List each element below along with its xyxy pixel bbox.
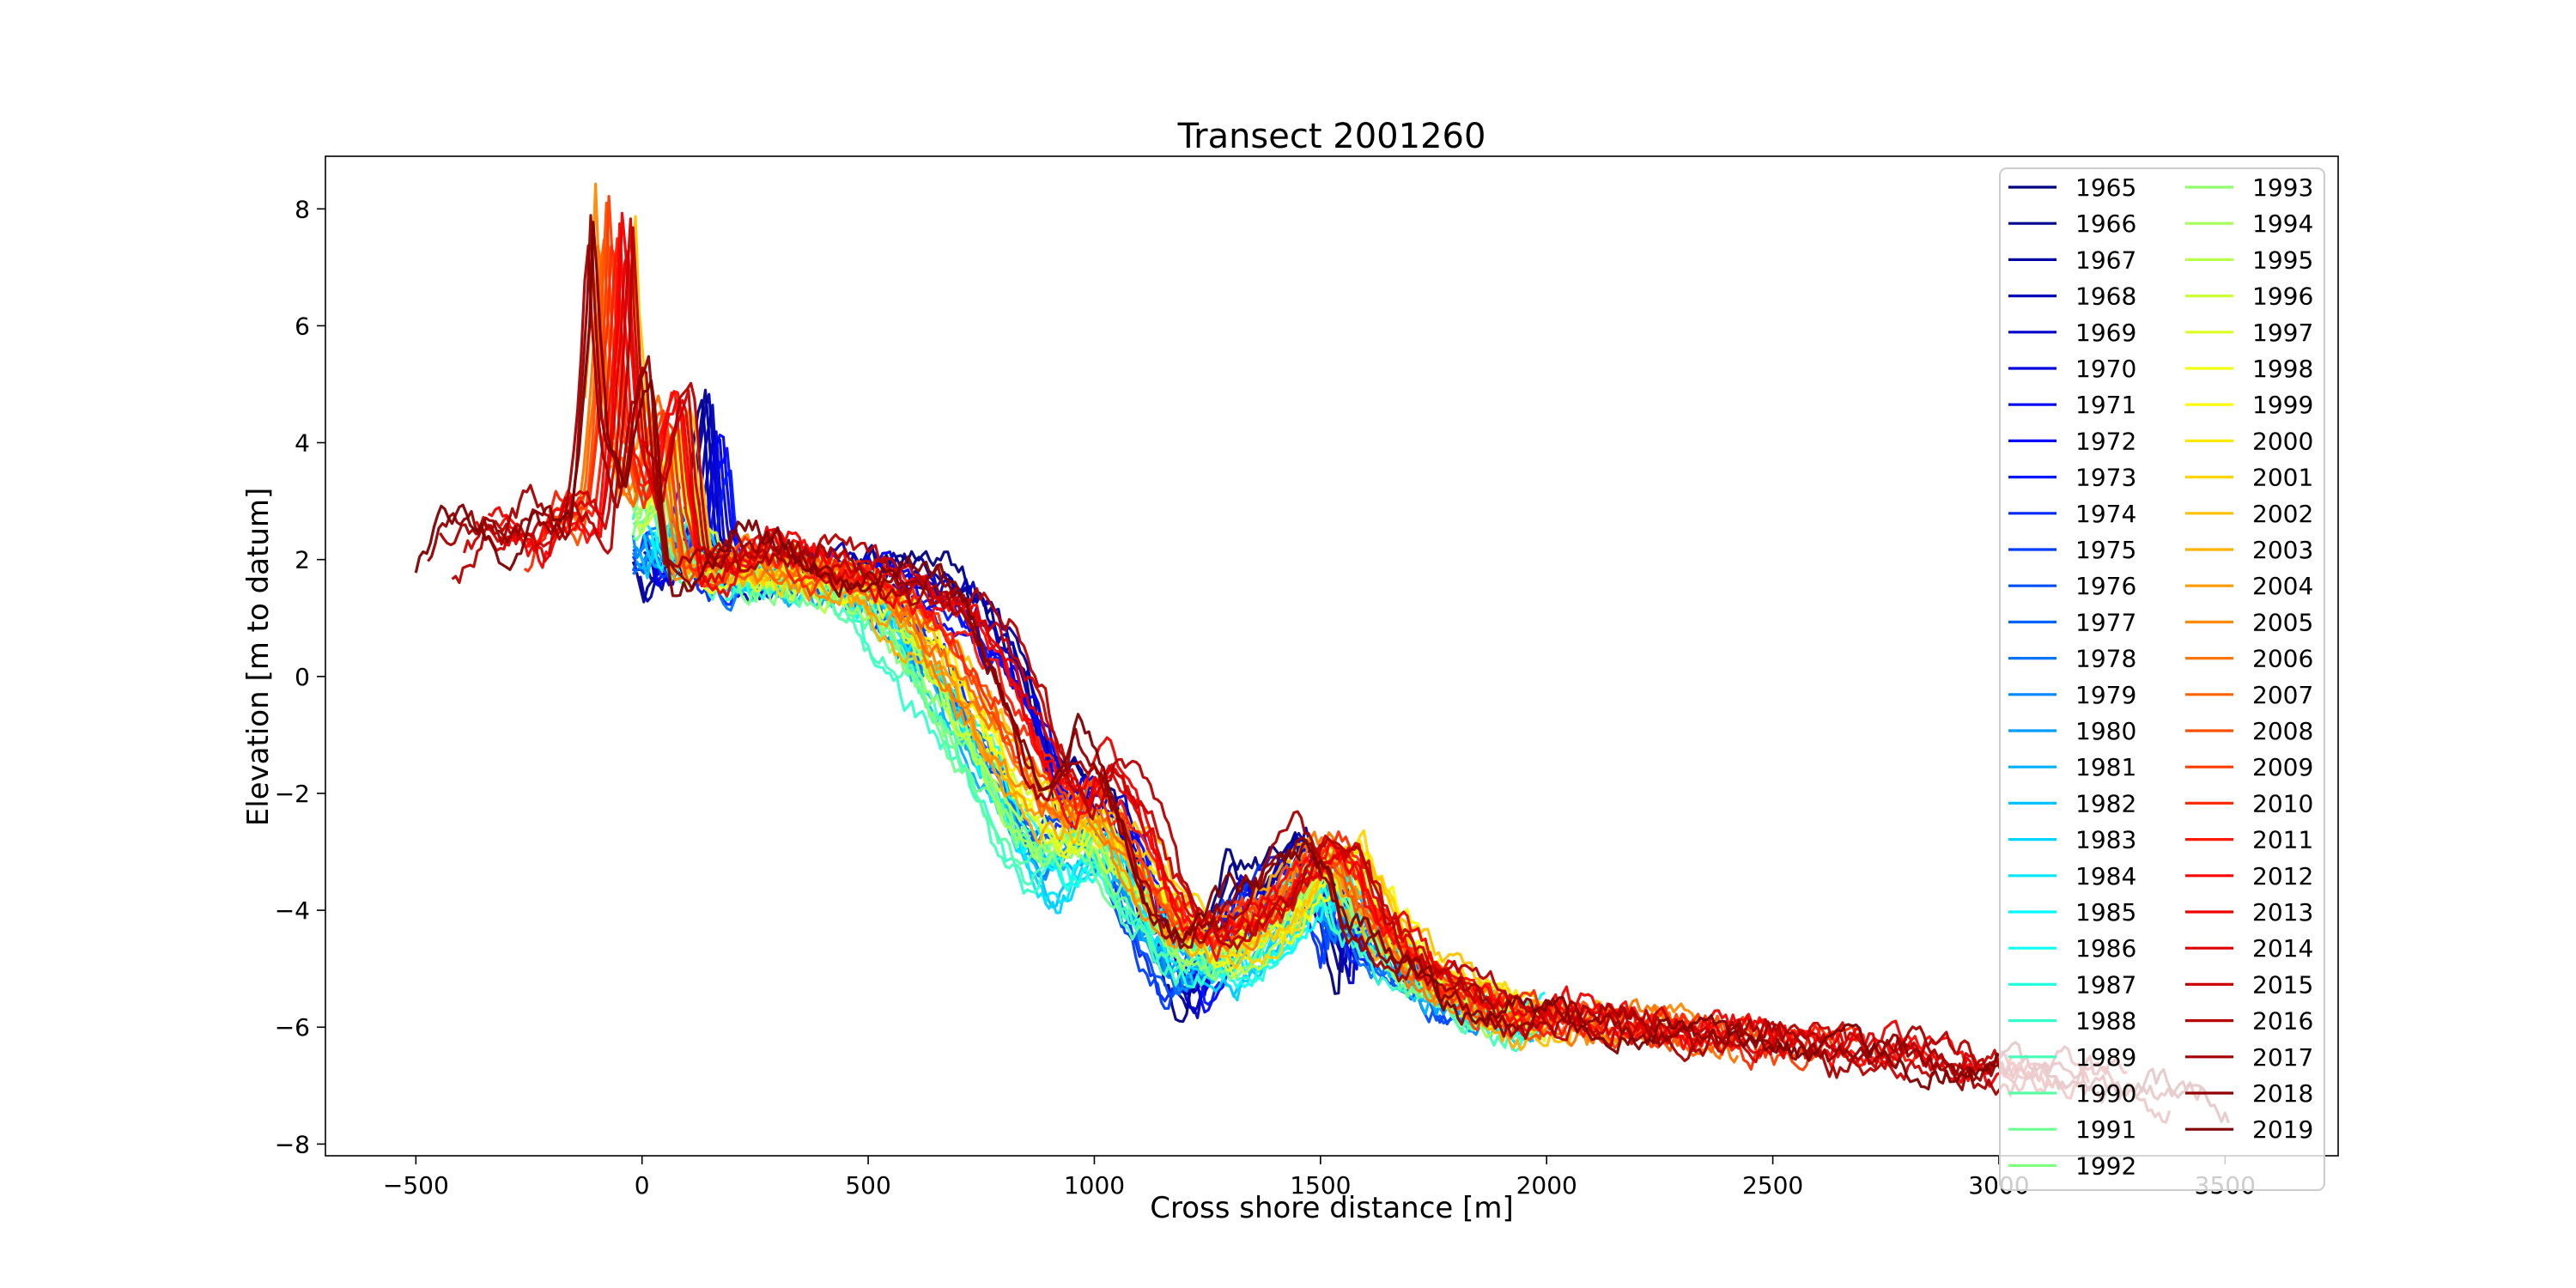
y-tick-label: 0 xyxy=(295,663,310,691)
legend-label-1991: 1991 xyxy=(2075,1115,2136,1144)
x-tick-label: 1500 xyxy=(1290,1171,1351,1200)
legend-label-1986: 1986 xyxy=(2075,934,2136,963)
y-axis: −8 −6 −4 −2 0 2 4 6 8 xyxy=(275,195,325,1158)
plot-frame xyxy=(325,155,2339,1157)
legend-label-2019: 2019 xyxy=(2252,1115,2313,1144)
x-axis-label: Cross shore distance [m] xyxy=(1150,1191,1514,1225)
legend-label-1977: 1977 xyxy=(2075,608,2136,636)
legend-label-1984: 1984 xyxy=(2075,862,2136,890)
legend-label-1993: 1993 xyxy=(2252,173,2313,202)
legend-label-2006: 2006 xyxy=(2252,645,2313,673)
legend-label-1971: 1971 xyxy=(2075,391,2136,419)
legend-label-2008: 2008 xyxy=(2252,717,2313,745)
legend-label-1985: 1985 xyxy=(2075,898,2136,927)
legend-label-1978: 1978 xyxy=(2075,645,2136,673)
legend-label-1998: 1998 xyxy=(2252,355,2313,383)
y-tick-label: −8 xyxy=(275,1130,310,1158)
legend-label-1980: 1980 xyxy=(2075,717,2136,745)
series-line-2019 xyxy=(414,221,2231,1124)
legend-label-1976: 1976 xyxy=(2075,572,2136,600)
legend-label-1996: 1996 xyxy=(2252,283,2313,311)
y-tick-label: 8 xyxy=(295,195,310,223)
legend-label-1972: 1972 xyxy=(2075,427,2136,455)
legend-label-1988: 1988 xyxy=(2075,1007,2136,1036)
legend-label-1997: 1997 xyxy=(2252,319,2313,347)
legend-label-1965: 1965 xyxy=(2075,173,2136,202)
legend-label-2013: 2013 xyxy=(2252,898,2313,927)
x-tick-label: 0 xyxy=(635,1171,650,1200)
y-tick-label: −4 xyxy=(275,896,310,925)
legend-label-1970: 1970 xyxy=(2075,355,2136,383)
legend-label-1973: 1973 xyxy=(2075,464,2136,492)
legend-label-2010: 2010 xyxy=(2252,789,2313,817)
legend-label-2012: 2012 xyxy=(2252,862,2313,890)
legend-label-2017: 2017 xyxy=(2252,1043,2313,1072)
legend-label-1989: 1989 xyxy=(2075,1043,2136,1072)
legend-label-1975: 1975 xyxy=(2075,536,2136,564)
legend-label-1995: 1995 xyxy=(2252,246,2313,274)
legend: 1965 1966 1967 1968 1969 1970 1971 1972 1973 1974… xyxy=(1999,167,2325,1191)
legend-label-2007: 2007 xyxy=(2252,681,2313,709)
legend-label-1987: 1987 xyxy=(2075,970,2136,999)
chart-title: Transect 2001260 xyxy=(1177,117,1486,156)
legend-label-2000: 2000 xyxy=(2252,427,2313,455)
x-tick-label: 500 xyxy=(845,1171,890,1200)
legend-label-1990: 1990 xyxy=(2075,1079,2136,1108)
legend-label-1983: 1983 xyxy=(2075,826,2136,854)
x-tick-label: 1000 xyxy=(1064,1171,1125,1200)
legend-label-2015: 2015 xyxy=(2252,970,2313,999)
y-tick-label: 4 xyxy=(295,429,310,458)
y-tick-label: −2 xyxy=(275,780,310,808)
legend-label-2009: 2009 xyxy=(2252,753,2313,781)
x-tick-label: 2500 xyxy=(1742,1171,1803,1200)
legend-label-2005: 2005 xyxy=(2252,608,2313,636)
legend-label-2002: 2002 xyxy=(2252,500,2313,528)
legend-label-2014: 2014 xyxy=(2252,934,2313,963)
legend-label-1968: 1968 xyxy=(2075,283,2136,311)
legend-label-1974: 1974 xyxy=(2075,500,2136,528)
legend-label-2011: 2011 xyxy=(2252,826,2313,854)
y-tick-label: 2 xyxy=(295,546,310,574)
legend-box xyxy=(1999,167,2325,1191)
legend-label-2003: 2003 xyxy=(2252,536,2313,564)
plot-area xyxy=(414,182,2231,1124)
legend-label-2016: 2016 xyxy=(2252,1007,2313,1036)
legend-label-1982: 1982 xyxy=(2075,789,2136,817)
x-tick-label: −500 xyxy=(383,1171,449,1200)
legend-label-1966: 1966 xyxy=(2075,210,2136,238)
legend-label-2018: 2018 xyxy=(2252,1079,2313,1108)
legend-label-1967: 1967 xyxy=(2075,246,2136,274)
series-line-1992 xyxy=(631,466,1535,1042)
legend-label-1992: 1992 xyxy=(2075,1151,2136,1180)
legend-label-2001: 2001 xyxy=(2252,464,2313,492)
y-axis-label: Elevation [m to datum] xyxy=(241,488,276,827)
legend-label-2004: 2004 xyxy=(2252,572,2313,600)
y-tick-label: −6 xyxy=(275,1013,310,1042)
y-tick-label: 6 xyxy=(295,312,310,340)
legend-label-1981: 1981 xyxy=(2075,753,2136,781)
legend-label-1979: 1979 xyxy=(2075,681,2136,709)
legend-label-1969: 1969 xyxy=(2075,319,2136,347)
x-tick-label: 2000 xyxy=(1516,1171,1577,1200)
legend-label-1994: 1994 xyxy=(2252,210,2313,238)
legend-label-1999: 1999 xyxy=(2252,391,2313,419)
series-line-2016 xyxy=(451,226,2128,1095)
